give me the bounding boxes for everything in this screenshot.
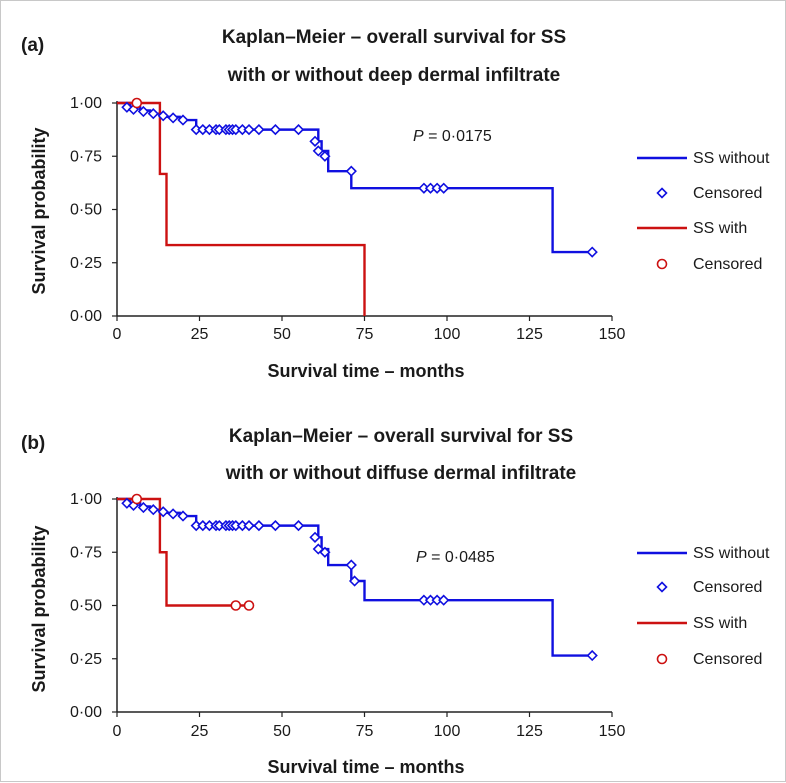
x-tick-label: 100	[434, 326, 461, 343]
panel-label: (b)	[21, 433, 45, 454]
y-tick-label: 0·00	[70, 704, 102, 721]
legend-label-censored-blue: Censored	[693, 185, 762, 202]
censor-marker-diamond	[292, 519, 305, 532]
x-tick-label: 25	[191, 723, 209, 740]
censor-marker-diamond	[345, 559, 357, 571]
y-tick-label: 0·75	[70, 148, 102, 165]
x-axis-label: Survival time – months	[267, 361, 464, 381]
censor-marker-diamond	[345, 165, 357, 177]
censor-marker-diamond	[586, 246, 598, 258]
censor-marker-diamond	[137, 105, 150, 118]
y-tick-label: 0·00	[70, 308, 102, 325]
x-tick-label: 150	[599, 723, 626, 740]
x-axis-label: Survival time – months	[267, 757, 464, 777]
plot-area	[117, 97, 598, 316]
censor-marker-diamond	[292, 123, 305, 136]
axes: 0 25 50 75 100 125 150 0·00 0·25 0·50 0·75 1·00	[70, 95, 625, 343]
survival-curve-ss-without	[117, 101, 593, 254]
legend-label-censored-red: Censored	[693, 256, 762, 273]
chart-title-line-1: Kaplan–Meier – overall survival for SS	[222, 27, 566, 48]
legend-label-censored-blue: Censored	[693, 579, 762, 596]
censor-marker-diamond	[312, 145, 324, 157]
x-tick-label: 25	[191, 326, 209, 343]
legend-label-ss-without: SS without	[693, 150, 770, 167]
censor-marker-diamond	[167, 112, 179, 124]
survival-curve-ss-with	[117, 497, 249, 607]
x-tick-label: 125	[516, 723, 543, 740]
legend-marker-diamond	[656, 187, 668, 199]
y-tick-label: 1·00	[70, 95, 102, 112]
plot-area	[117, 493, 598, 662]
censor-marker-diamond	[243, 123, 255, 136]
censor-marker-diamond	[253, 519, 265, 532]
censor-marker-diamond	[137, 501, 150, 514]
x-tick-label: 100	[434, 723, 461, 740]
p-value: P = 0·0175	[413, 128, 492, 145]
censor-marker-diamond	[157, 506, 169, 518]
censor-marker-diamond	[147, 108, 159, 120]
censor-marker-diamond	[319, 546, 331, 558]
censor-marker-diamond	[348, 575, 361, 587]
legend: SS without Censored SS with Censored	[637, 150, 770, 273]
x-tick-label: 150	[599, 326, 626, 343]
censor-marker-diamond	[157, 110, 169, 122]
legend: SS without Censored SS with Censored	[637, 545, 770, 668]
legend-label-ss-with: SS with	[693, 615, 747, 632]
legend-marker-diamond	[656, 581, 668, 593]
x-tick-label: 50	[273, 723, 291, 740]
y-axis-label: Survival probability	[29, 525, 49, 692]
x-tick-label: 75	[356, 723, 374, 740]
x-tick-label: 0	[113, 723, 122, 740]
censor-marker-diamond	[177, 510, 189, 522]
y-tick-label: 0·75	[70, 544, 102, 561]
censor-marker-circle	[131, 97, 143, 109]
x-tick-label: 75	[356, 326, 374, 343]
censor-marker-diamond	[269, 519, 282, 532]
chart-title-line-2: with or without diffuse dermal infiltrat…	[225, 463, 576, 484]
chart-title-line-2: with or without deep dermal infiltrate	[227, 65, 561, 86]
censor-marker-diamond	[177, 114, 189, 126]
censor-marker-diamond	[438, 182, 450, 194]
censor-marker-circle	[131, 493, 143, 505]
legend-marker-circle	[656, 258, 668, 270]
y-tick-label: 0·25	[70, 255, 102, 272]
censor-marker-diamond	[309, 531, 321, 543]
legend-label-censored-red: Censored	[693, 651, 762, 668]
censor-marker-circle	[243, 600, 255, 611]
survival-curve-ss-with	[117, 101, 366, 316]
panel-a: (a) Kaplan–Meier – overall survival for …	[21, 27, 770, 381]
censor-marker-diamond	[309, 135, 321, 147]
x-tick-label: 50	[273, 326, 291, 343]
x-tick-label: 125	[516, 326, 543, 343]
censor-marker-diamond	[319, 150, 331, 162]
y-tick-label: 1·00	[70, 491, 102, 508]
censor-marker-diamond	[253, 123, 265, 136]
censor-marker-diamond	[243, 519, 255, 532]
legend-label-ss-with: SS with	[693, 220, 747, 237]
legend-marker-circle	[656, 653, 668, 665]
p-value: P = 0·0485	[416, 549, 495, 566]
censor-marker-diamond	[438, 594, 450, 606]
panel-label: (a)	[21, 35, 44, 56]
y-tick-label: 0·50	[70, 202, 102, 219]
axes: 0 25 50 75 100 125 150 0·00 0·25 0·50 0·75 1·00	[70, 491, 625, 740]
y-tick-label: 0·50	[70, 598, 102, 615]
chart-title-line-1: Kaplan–Meier – overall survival for SS	[229, 426, 573, 447]
censor-marker-diamond	[147, 504, 159, 516]
censor-marker-diamond	[269, 123, 282, 136]
censor-marker-circle	[230, 600, 242, 611]
legend-label-ss-without: SS without	[693, 545, 770, 562]
y-axis-label: Survival probability	[29, 127, 49, 294]
panel-b: (b) Kaplan–Meier – overall survival for …	[21, 426, 770, 777]
y-tick-label: 0·25	[70, 651, 102, 668]
censor-marker-diamond	[167, 508, 179, 520]
censor-marker-diamond	[586, 649, 598, 662]
x-tick-label: 0	[113, 326, 122, 343]
